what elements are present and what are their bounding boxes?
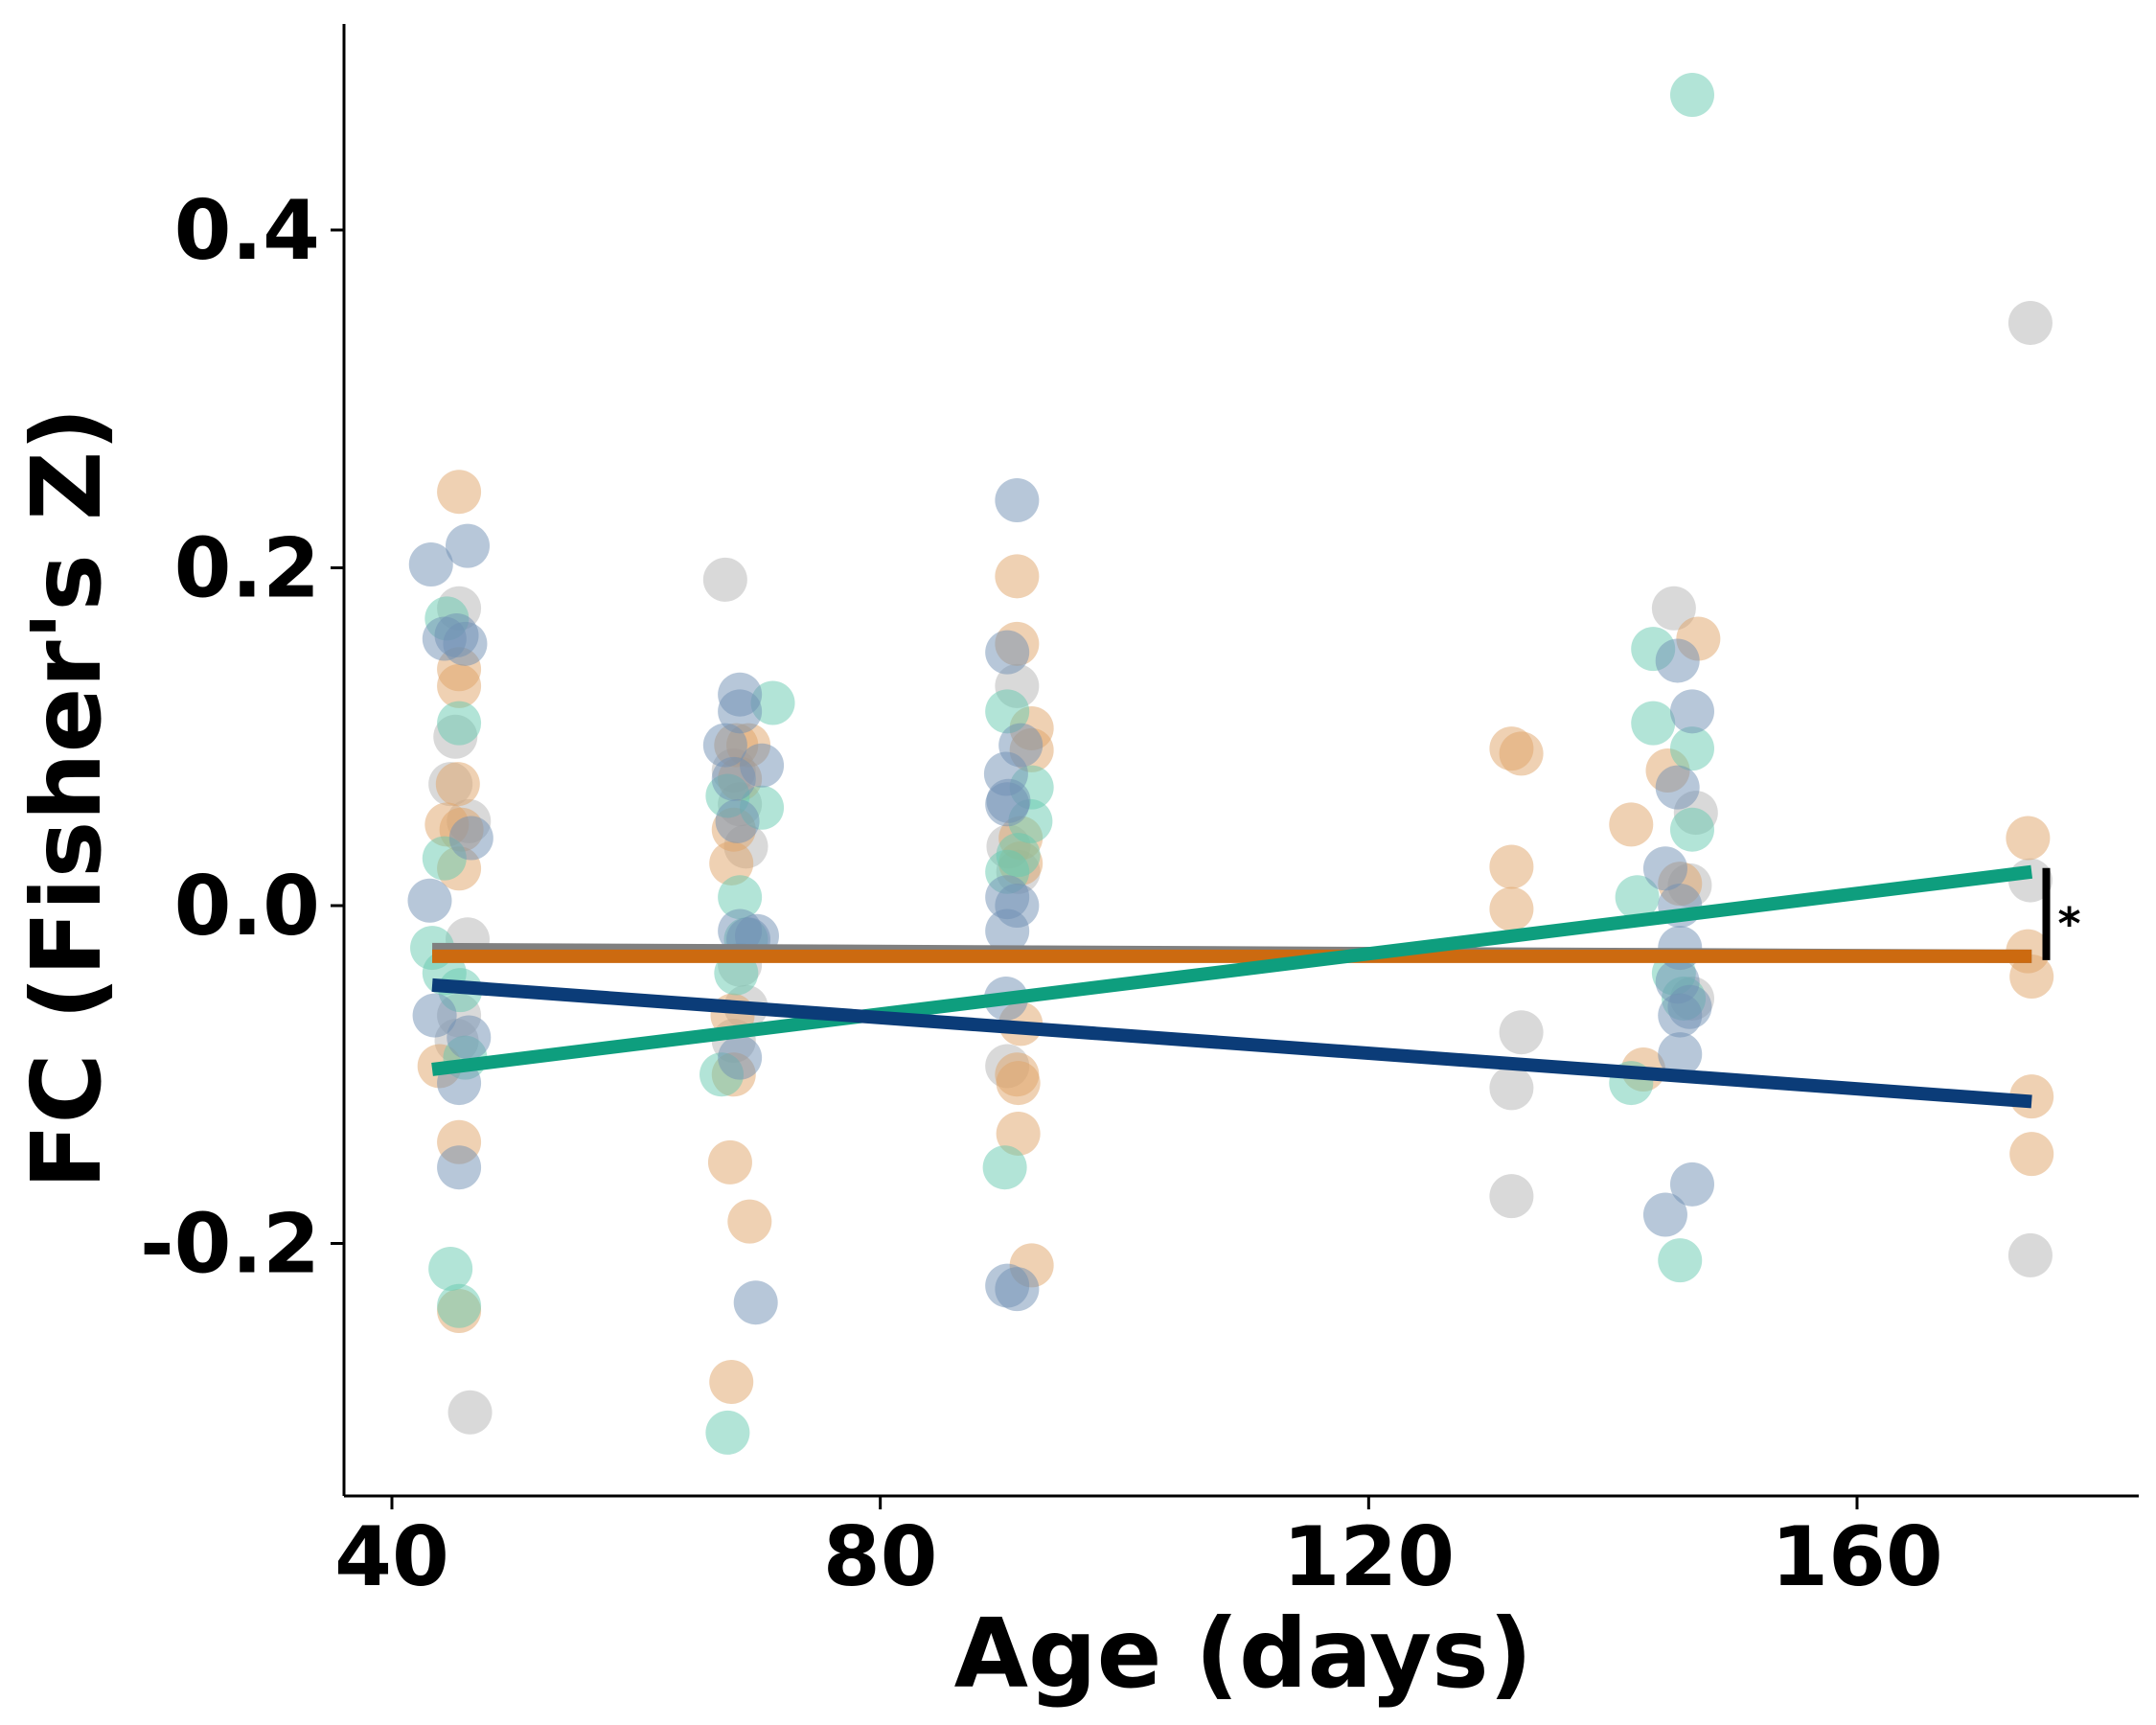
data-point-blue [1642,846,1687,891]
data-point-orange [996,1111,1041,1156]
data-point-orange [1489,886,1534,932]
data-point-blue [985,782,1030,827]
data-point-orange [435,762,480,807]
x-axis-title: Age (days) [954,1598,1533,1710]
data-point-blue [718,689,763,734]
data-point-blue [702,723,747,768]
data-point-grey [1651,586,1696,631]
data-point-blue [1642,1192,1687,1237]
y-tick-label: 0.4 [174,183,320,279]
data-point-blue [447,1015,492,1060]
data-point-orange [437,470,482,515]
data-point-orange [437,663,482,708]
data-point-teal [1615,875,1660,920]
data-point-teal [1669,726,1714,771]
data-point-orange [709,1360,754,1405]
data-point-orange [995,554,1040,599]
ticks-layer: 40 80 120 160 -0.2 0.0 0.2 0.4 [140,183,1943,1605]
data-point-teal [985,689,1030,734]
fit-line-blue [431,978,2032,1109]
data-point-grey [2007,300,2053,345]
data-point-orange [996,1061,1041,1106]
points-layer [407,73,2054,1455]
data-point-blue [1658,993,1703,1038]
data-point-grey [1489,1174,1534,1219]
data-point-blue [1655,765,1700,810]
y-tick-label: 0.0 [174,859,320,954]
data-point-orange [1609,802,1654,847]
data-point-blue [995,1267,1040,1312]
data-point-blue [443,621,488,666]
fit-lines-layer [431,864,2033,1109]
data-point-teal [996,833,1041,878]
data-point-teal [428,1246,473,1291]
y-tick-label: -0.2 [140,1197,320,1293]
data-point-teal [750,680,795,725]
axes-layer [342,24,2139,1498]
data-point-blue [985,630,1030,675]
fit-line-teal [431,864,2033,1076]
annotation-layer: * [2042,867,2081,960]
data-point-teal [718,875,763,920]
data-point-teal [1669,807,1714,852]
data-point-blue [1658,1032,1703,1077]
data-point-blue [1655,638,1700,683]
data-point-blue [985,908,1030,954]
x-tick-label: 80 [823,1509,938,1605]
data-point-grey [2007,1232,2053,1277]
data-point-teal [1631,701,1676,746]
data-point-orange [2009,1132,2054,1177]
x-tick-label: 160 [1771,1509,1943,1605]
data-point-grey [447,1390,493,1435]
data-point-orange [707,1139,752,1184]
data-point-grey [1489,1066,1534,1111]
data-point-grey [702,557,747,602]
x-tick-label: 120 [1283,1509,1456,1605]
x-tick-label: 40 [334,1509,449,1605]
data-point-grey [1499,1010,1544,1055]
data-point-blue [715,798,760,843]
data-point-blue [1669,689,1714,734]
data-point-blue [437,1145,482,1190]
y-axis-title: FC (Fisher's Z) [11,407,123,1189]
significance-star: * [2057,898,2080,950]
data-point-teal [705,1410,750,1455]
data-point-teal [437,701,482,746]
data-point-blue [448,816,493,861]
data-point-orange [1489,844,1534,889]
data-point-teal [1669,73,1714,117]
data-point-blue [995,478,1040,522]
data-point-blue [1669,1162,1714,1207]
y-tick-label: 0.2 [174,521,320,617]
data-point-teal [1658,1238,1703,1283]
data-point-teal [437,1283,482,1328]
data-point-teal [982,1145,1027,1190]
data-point-orange [1499,731,1544,776]
data-point-blue [445,523,490,568]
data-point-orange [2006,816,2051,861]
data-point-orange [709,840,754,886]
data-point-orange [727,1199,772,1244]
data-point-blue [733,1280,778,1325]
data-point-orange [2009,954,2054,1000]
data-point-blue [711,756,756,801]
data-point-blue [718,1035,763,1080]
data-point-blue [407,878,452,923]
data-point-blue [408,541,453,586]
data-point-blue [412,993,457,1038]
